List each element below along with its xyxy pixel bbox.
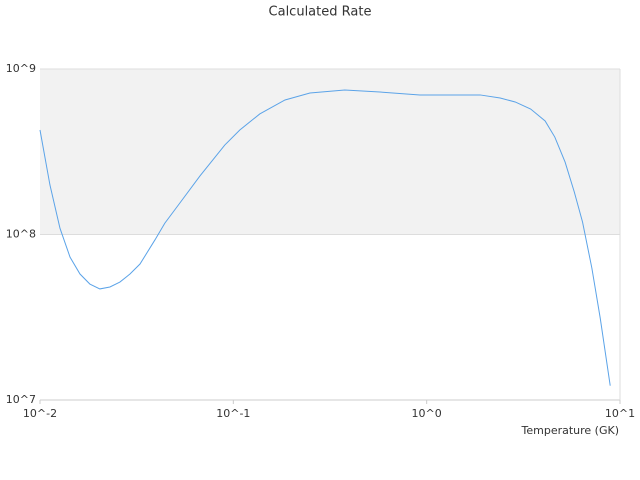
plot-band [40,69,620,235]
y-tick-label: 10^9 [6,62,36,75]
x-axis-label: Temperature (GK) [521,424,620,437]
data-line [39,89,611,386]
x-tick-label: 10^-2 [23,407,57,420]
y-tick-label: 10^8 [6,228,36,241]
x-tick-label: 10^0 [412,407,442,420]
chart-title: Calculated Rate [269,5,372,20]
x-tick-label: 10^1 [605,407,635,420]
y-tick-label: 10^7 [6,393,36,406]
x-tick-label: 10^-1 [216,407,250,420]
